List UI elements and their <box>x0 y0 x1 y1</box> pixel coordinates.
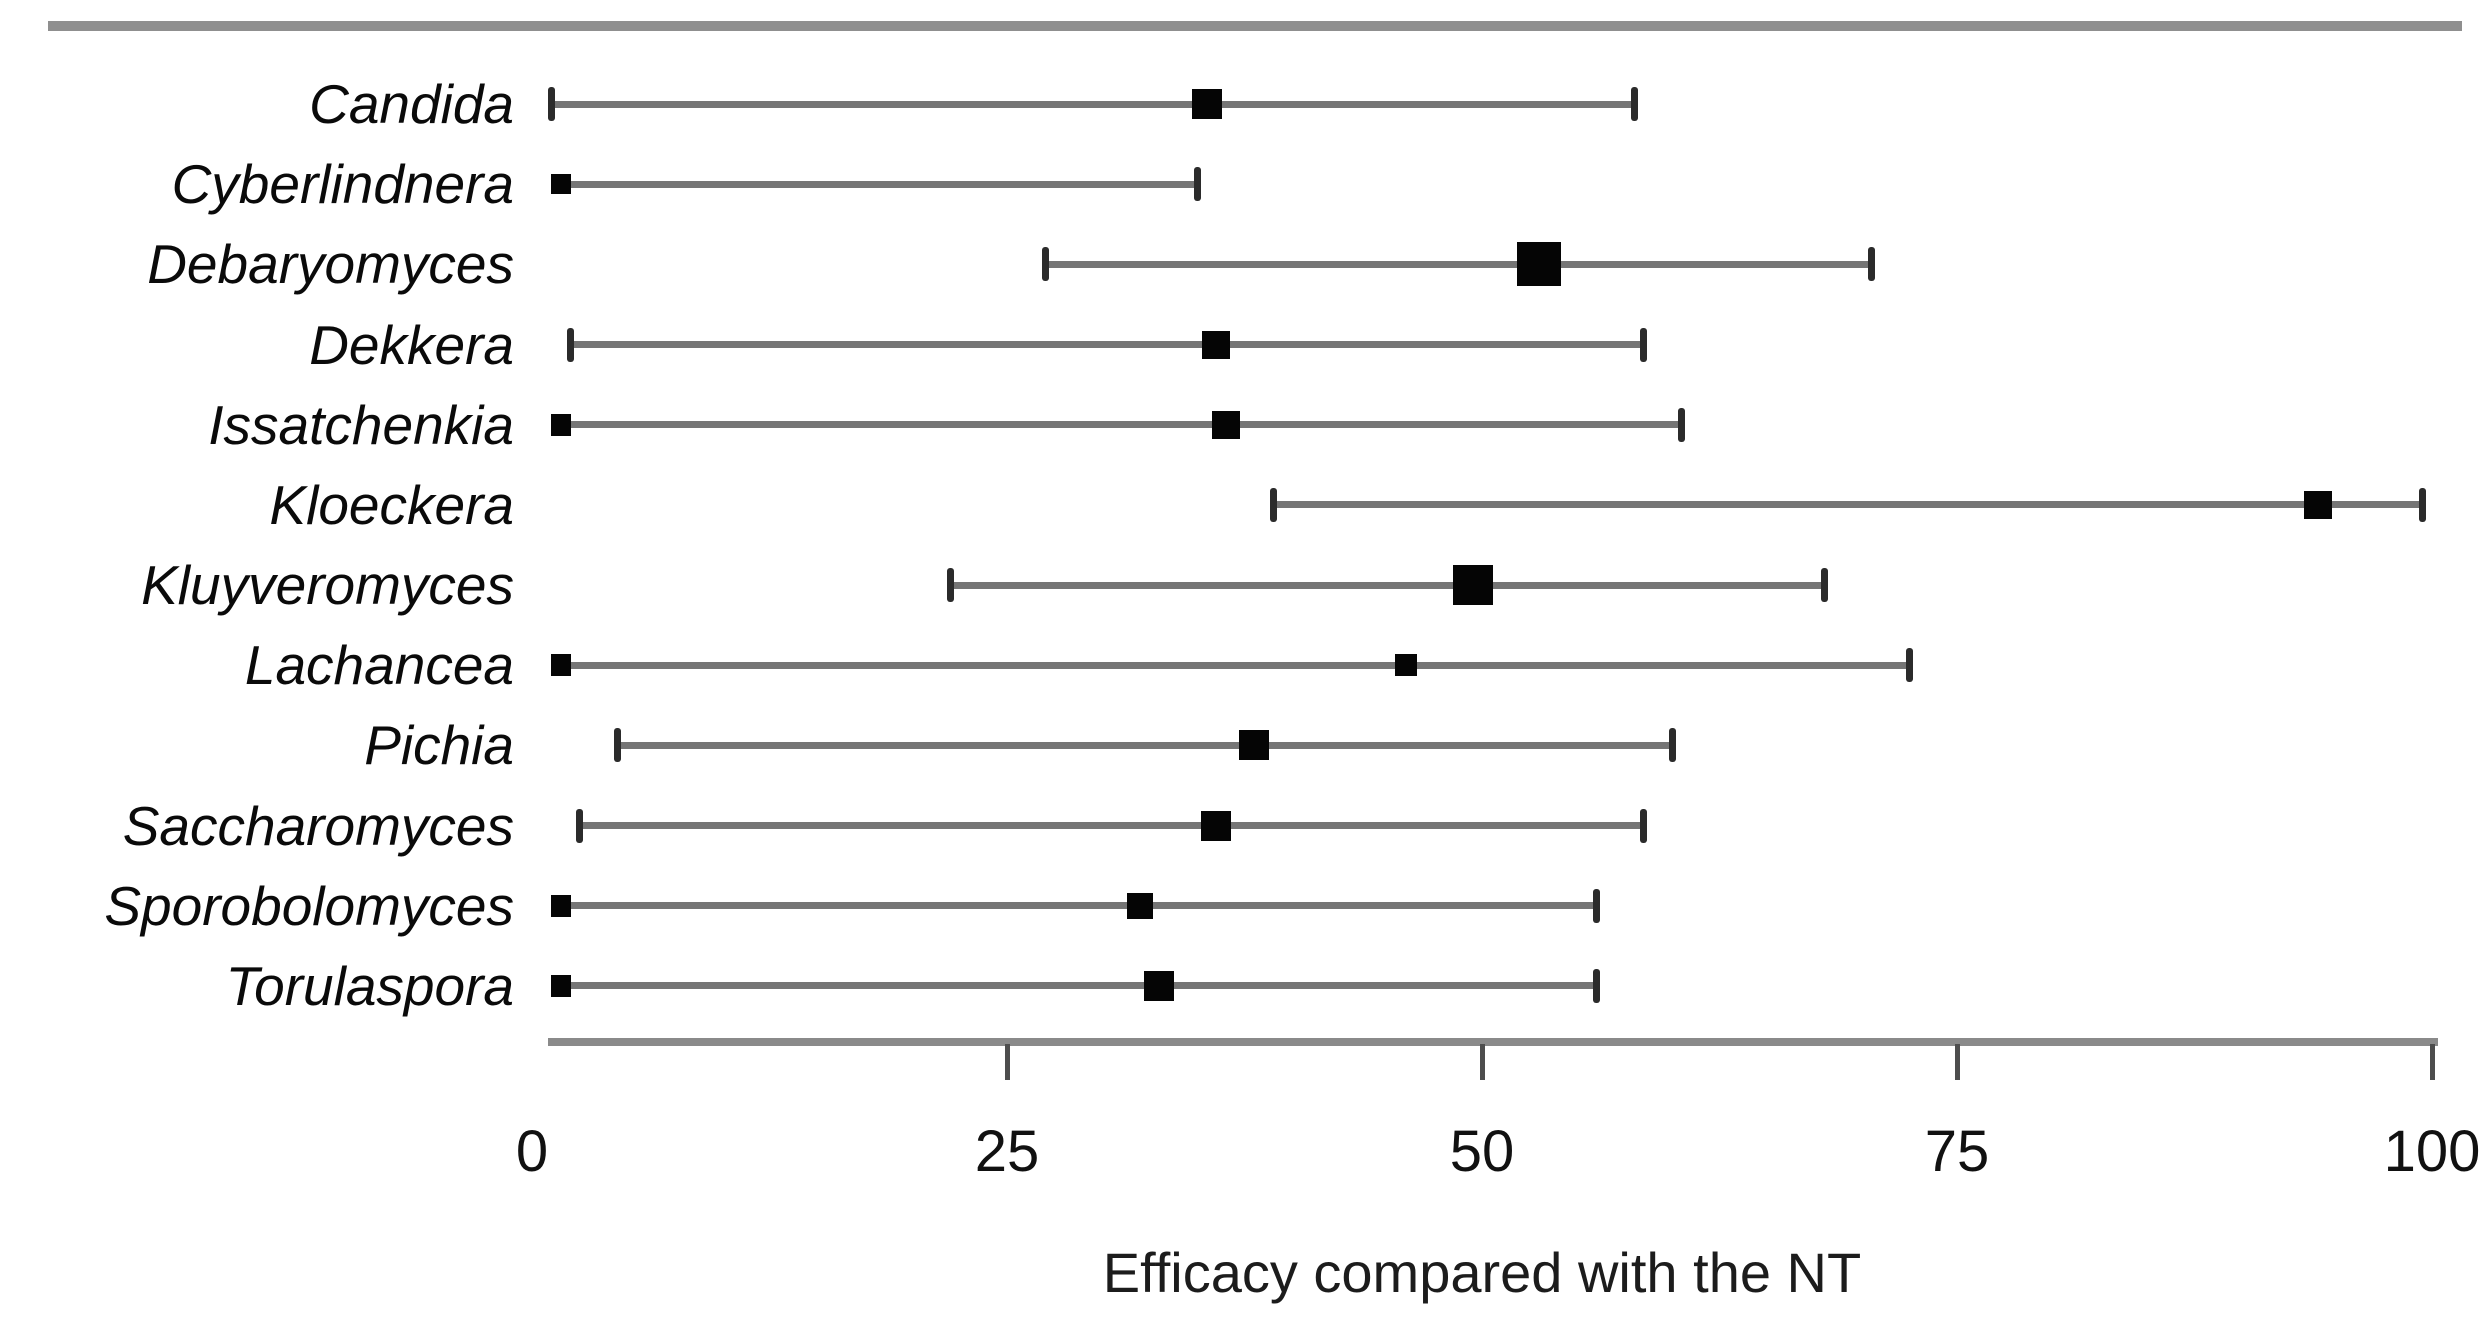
category-label: Lachancea <box>244 634 514 697</box>
category-label: Saccharomyces <box>122 794 514 857</box>
ci-cap-low <box>614 728 621 763</box>
x-tick <box>1479 1044 1485 1080</box>
point-estimate-marker <box>1239 730 1269 761</box>
category-label: Issatchenkia <box>208 393 514 456</box>
top-rule <box>48 21 2462 31</box>
ci-cap-high <box>1592 968 1600 1003</box>
ci-cap-low <box>946 568 954 603</box>
ci-cap-low-square <box>550 894 571 917</box>
ci-cap-low-square <box>550 974 571 997</box>
ci-cap-low <box>1041 247 1049 282</box>
ci-cap-high <box>2419 487 2426 522</box>
ci-cap-low <box>566 327 574 362</box>
ci-cap-high <box>1193 167 1201 202</box>
point-estimate-marker <box>1211 410 1240 439</box>
category-label: Candida <box>309 73 514 135</box>
ci-whisker <box>950 581 1824 589</box>
ci-cap-high <box>1630 87 1638 121</box>
x-tick <box>1004 1044 1010 1080</box>
ci-cap-low <box>576 808 583 843</box>
ci-whisker <box>1045 260 1872 268</box>
ci-cap-high <box>1906 648 1913 683</box>
point-estimate-marker <box>1144 970 1174 1001</box>
ci-cap-high <box>1868 247 1875 282</box>
x-tick-label: 0 <box>515 1119 549 1184</box>
ci-whisker <box>551 100 1634 108</box>
point-estimate-marker <box>1452 565 1493 606</box>
category-label: Torulaspora <box>225 954 514 1017</box>
ci-cap-high <box>1668 728 1676 763</box>
point-estimate-marker <box>550 174 571 195</box>
ci-whisker <box>560 421 1682 429</box>
ci-cap-high <box>1640 327 1647 362</box>
point-estimate-marker <box>1191 89 1222 119</box>
point-estimate-marker <box>1127 892 1153 919</box>
ci-whisker <box>560 661 1910 669</box>
x-axis-line <box>548 1038 2438 1046</box>
ci-cap-high <box>1820 568 1828 603</box>
ci-cap-high <box>1640 808 1647 843</box>
point-estimate-marker <box>1395 654 1417 677</box>
point-estimate-marker <box>2304 490 2332 519</box>
ci-whisker <box>570 341 1644 349</box>
category-label: Kluyveromyces <box>141 554 514 617</box>
point-estimate-marker <box>1202 330 1230 359</box>
x-tick-label: 25 <box>974 1119 1040 1184</box>
category-label: Pichia <box>364 714 514 777</box>
ci-whisker <box>579 822 1644 830</box>
x-tick-label: 50 <box>1449 1119 1515 1184</box>
ci-cap-low <box>547 87 555 121</box>
x-axis-title: Efficacy compared with the NT <box>1102 1241 1862 1304</box>
ci-whisker <box>1273 501 2423 509</box>
category-label: Kloeckera <box>269 473 514 536</box>
ci-cap-low-square <box>550 654 571 677</box>
category-label: Cyberlindnera <box>171 153 514 216</box>
category-label: Dekkera <box>309 313 514 376</box>
category-label: Sporobolomyces <box>104 874 514 937</box>
ci-whisker <box>560 982 1596 990</box>
ci-cap-high <box>1592 888 1600 923</box>
ci-whisker <box>560 180 1197 188</box>
category-label: Debaryomyces <box>147 233 514 296</box>
ci-whisker <box>560 902 1596 910</box>
x-tick-label: 75 <box>1924 1119 1990 1184</box>
x-tick <box>2429 1044 2435 1080</box>
x-tick <box>1954 1044 1960 1080</box>
x-tick-label: 100 <box>2383 1119 2481 1184</box>
point-estimate-marker <box>1201 810 1231 841</box>
ci-cap-low <box>1269 487 1277 522</box>
ci-whisker <box>617 741 1672 749</box>
ci-cap-low-square <box>550 413 571 436</box>
ci-cap-high <box>1678 407 1685 442</box>
point-estimate-marker <box>1517 242 1561 287</box>
